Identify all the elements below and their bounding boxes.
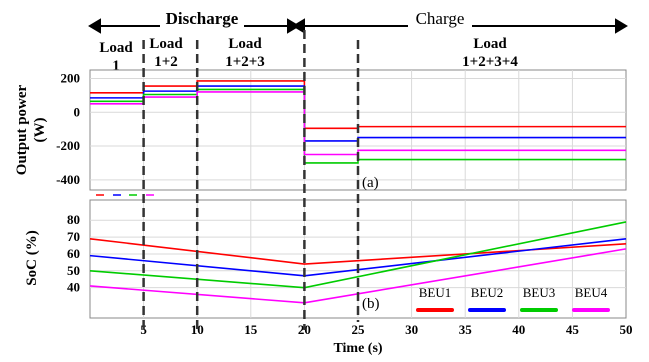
soc-xlabel: Time (s) bbox=[333, 341, 382, 356]
soc-xtick-label: 45 bbox=[566, 322, 580, 337]
load-3-label-line1: Load bbox=[228, 36, 262, 52]
soc-xtick-label: 30 bbox=[405, 322, 418, 337]
output-power-panel: 200 0 -200 -400 Output power (W) (a) bbox=[14, 69, 627, 196]
discharge-label-bg bbox=[160, 8, 244, 32]
output-power-ytick-label: -200 bbox=[56, 138, 80, 153]
load-2-label-line2: 1+2 bbox=[154, 54, 178, 70]
discharge-arrow-left-head bbox=[88, 18, 101, 34]
load-3-label-line2: 1+2+3 bbox=[225, 54, 265, 70]
legend-label-beu1: BEU1 bbox=[419, 285, 452, 300]
soc-ytick-label: 40 bbox=[67, 280, 80, 295]
discharge-label: Discharge bbox=[166, 9, 239, 28]
load-4-label-line2: 1+2+3+4 bbox=[462, 54, 518, 70]
legend-label-beu3: BEU3 bbox=[523, 285, 556, 300]
soc-x-ticks: 5101520253035404550 bbox=[140, 322, 632, 337]
charge-arrow-left-head bbox=[292, 18, 305, 34]
load-1-label-line1: Load bbox=[99, 40, 133, 56]
legend-label-beu4: BEU4 bbox=[575, 285, 608, 300]
soc-xtick-label: 15 bbox=[244, 322, 258, 337]
load-1-label-line2: 1 bbox=[112, 58, 120, 74]
soc-xtick-label: 50 bbox=[620, 322, 633, 337]
output-power-ytick-label: 200 bbox=[61, 70, 81, 85]
soc-ytick-label: 60 bbox=[67, 246, 80, 261]
soc-ytick-label: 80 bbox=[67, 212, 80, 227]
soc-xtick-label: 10 bbox=[191, 322, 204, 337]
legend-label-beu2: BEU2 bbox=[471, 285, 504, 300]
output-power-ylabel-line2: (W) bbox=[32, 118, 48, 143]
charge-label-bg bbox=[408, 8, 472, 32]
output-power-y-ticks: 200 0 -200 -400 bbox=[56, 70, 80, 186]
output-power-ytick-label: 0 bbox=[74, 104, 81, 119]
soc-legend: BEU1 BEU2 BEU3 BEU4 bbox=[416, 285, 610, 312]
soc-xtick-label: 25 bbox=[352, 322, 366, 337]
soc-y-ticks: 80 70 60 50 40 bbox=[67, 212, 80, 294]
charge-arrow-right-head bbox=[615, 18, 628, 34]
soc-ylabel: SoC (%) bbox=[24, 230, 40, 285]
soc-ytick-label: 70 bbox=[67, 229, 80, 244]
soc-panel-label: (b) bbox=[362, 296, 380, 312]
soc-xtick-label: 35 bbox=[459, 322, 473, 337]
soc-ytick-label: 50 bbox=[67, 263, 80, 278]
load-2-label-line1: Load bbox=[149, 36, 183, 52]
soc-xtick-label: 5 bbox=[140, 322, 147, 337]
load-4-label-line1: Load bbox=[473, 36, 507, 52]
output-power-ylabel-line1: Output power bbox=[14, 84, 30, 175]
output-power-ytick-label: -400 bbox=[56, 172, 80, 187]
phase-divider-lines bbox=[142, 30, 360, 330]
output-power-panel-label: (a) bbox=[362, 175, 379, 191]
soc-xtick-label: 40 bbox=[512, 322, 525, 337]
charge-label: Charge bbox=[416, 9, 465, 28]
